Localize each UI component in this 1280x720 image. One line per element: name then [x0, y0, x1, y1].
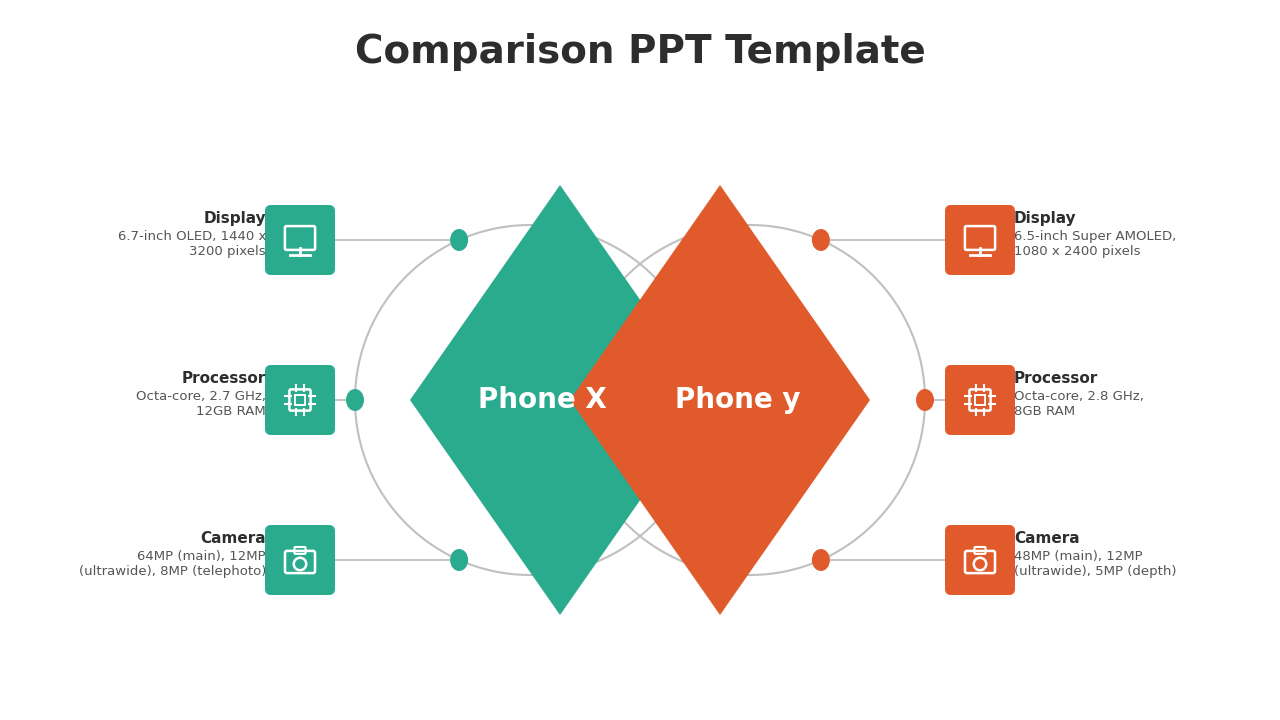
FancyBboxPatch shape: [265, 525, 335, 595]
Text: Phone X: Phone X: [477, 386, 607, 414]
Text: 64MP (main), 12MP
(ultrawide), 8MP (telephoto): 64MP (main), 12MP (ultrawide), 8MP (tele…: [78, 550, 266, 578]
Text: 6.7-inch OLED, 1440 x
3200 pixels: 6.7-inch OLED, 1440 x 3200 pixels: [118, 230, 266, 258]
Text: Processor: Processor: [1014, 371, 1098, 386]
FancyBboxPatch shape: [265, 205, 335, 275]
Ellipse shape: [451, 229, 468, 251]
Text: Octa-core, 2.7 GHz,
12GB RAM: Octa-core, 2.7 GHz, 12GB RAM: [136, 390, 266, 418]
Text: Display: Display: [1014, 211, 1076, 226]
FancyBboxPatch shape: [945, 205, 1015, 275]
Text: 48MP (main), 12MP
(ultrawide), 5MP (depth): 48MP (main), 12MP (ultrawide), 5MP (dept…: [1014, 550, 1176, 578]
Ellipse shape: [812, 229, 829, 251]
FancyBboxPatch shape: [945, 365, 1015, 435]
Text: Comparison PPT Template: Comparison PPT Template: [355, 33, 925, 71]
FancyBboxPatch shape: [265, 365, 335, 435]
Ellipse shape: [451, 549, 468, 571]
Ellipse shape: [916, 389, 934, 411]
Ellipse shape: [812, 549, 829, 571]
Ellipse shape: [346, 389, 364, 411]
Polygon shape: [570, 185, 870, 615]
Text: Octa-core, 2.8 GHz,
8GB RAM: Octa-core, 2.8 GHz, 8GB RAM: [1014, 390, 1144, 418]
Text: Phone y: Phone y: [676, 386, 801, 414]
FancyBboxPatch shape: [945, 525, 1015, 595]
Text: Camera: Camera: [1014, 531, 1079, 546]
Polygon shape: [410, 185, 710, 615]
Text: Display: Display: [204, 211, 266, 226]
Text: 6.5-inch Super AMOLED,
1080 x 2400 pixels: 6.5-inch Super AMOLED, 1080 x 2400 pixel…: [1014, 230, 1176, 258]
Text: Processor: Processor: [182, 371, 266, 386]
Text: Camera: Camera: [201, 531, 266, 546]
